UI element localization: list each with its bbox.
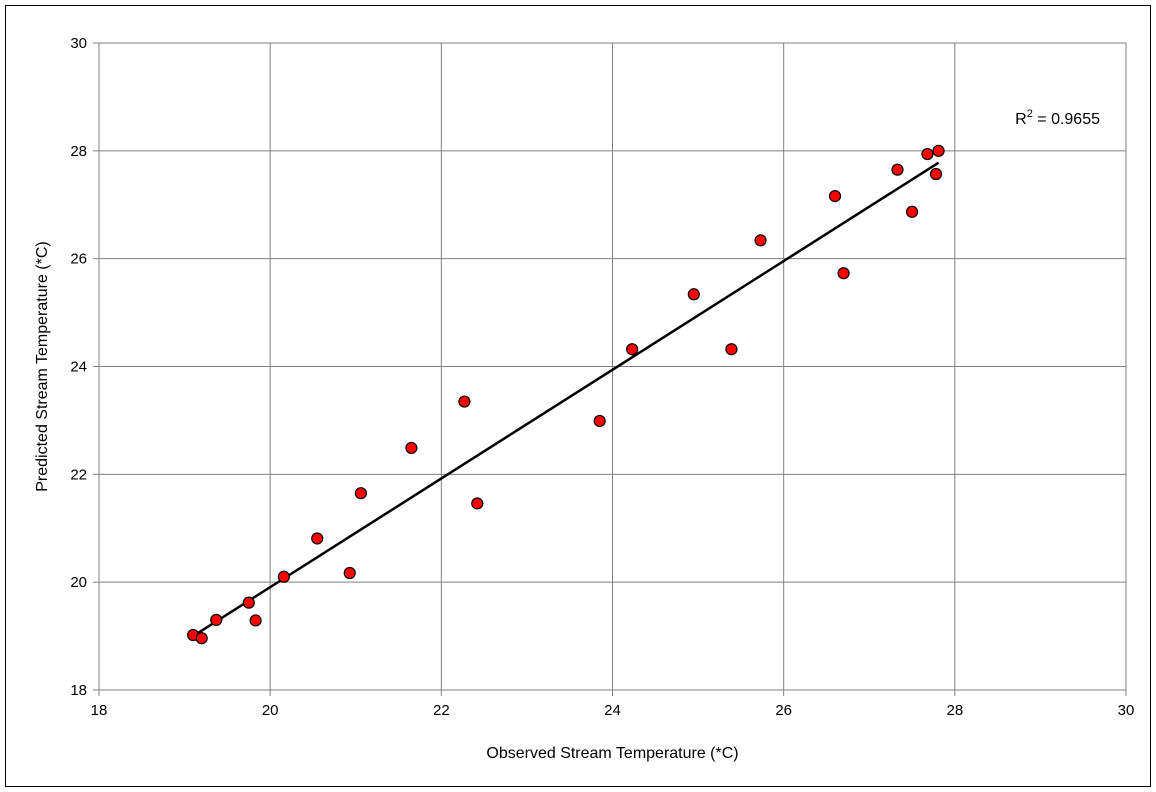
scatter-chart: 18 20 22 24 26 28 30 18 20 22 24 26 28 30 R2 = 0.9655… <box>34 35 1134 762</box>
data-point <box>405 441 418 455</box>
x-tick-label: 28 <box>946 702 963 719</box>
y-tick-label: 18 <box>70 682 87 699</box>
x-tick-label: 22 <box>433 702 450 719</box>
x-tick-label: 26 <box>775 702 792 719</box>
points-layer <box>187 144 945 645</box>
x-tick-label: 24 <box>604 702 621 719</box>
y-tick-label: 24 <box>70 359 87 376</box>
x-tick-label: 18 <box>91 702 108 719</box>
data-point <box>458 395 471 408</box>
data-point <box>195 632 208 645</box>
chart-frame: 18 20 22 24 26 28 30 18 20 22 24 26 28 30 R2 = 0.9655… <box>5 5 1151 787</box>
data-point <box>725 343 738 356</box>
y-tick-label: 28 <box>70 143 87 160</box>
data-point <box>891 163 904 176</box>
data-point <box>277 570 290 583</box>
y-tick-label: 20 <box>70 574 87 591</box>
y-tick-label: 22 <box>70 466 87 483</box>
data-point <box>471 497 484 510</box>
data-point <box>593 414 606 428</box>
r2-superscript: 2 <box>1027 108 1033 120</box>
data-point <box>311 532 324 545</box>
r2-prefix: R <box>1015 111 1027 128</box>
data-point <box>249 614 262 627</box>
data-point <box>210 613 223 627</box>
data-point <box>626 343 639 356</box>
y-tick-label: 30 <box>70 35 87 52</box>
r2-value: = 0.9655 <box>1033 111 1100 128</box>
trendline <box>192 161 940 638</box>
tick-layer: 18 20 22 24 26 28 30 18 20 22 24 26 28 30 <box>70 35 1134 719</box>
data-point <box>242 596 255 609</box>
data-point <box>905 205 919 218</box>
x-axis-title: Observed Stream Temperature (*C) <box>486 745 738 762</box>
data-point <box>828 190 842 203</box>
y-tick-label: 26 <box>70 251 87 268</box>
data-point <box>687 288 700 301</box>
y-axis-title: Predicted Stream Temperature (*C) <box>34 241 51 491</box>
data-point <box>932 144 945 157</box>
data-point <box>354 487 367 500</box>
data-point <box>929 167 943 181</box>
data-point <box>754 234 767 247</box>
r-squared-annotation: R2 = 0.9655 <box>1015 108 1100 128</box>
x-tick-label: 30 <box>1118 702 1135 719</box>
x-tick-label: 20 <box>262 702 279 719</box>
data-point <box>837 267 850 280</box>
data-point <box>921 147 934 161</box>
data-point <box>343 566 356 580</box>
grid-layer <box>99 43 1126 690</box>
